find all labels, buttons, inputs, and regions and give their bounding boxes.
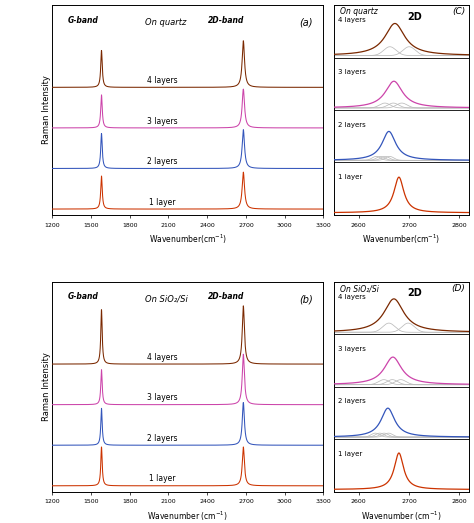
Text: 2 layers: 2 layers [146,157,177,166]
Text: 3 layers: 3 layers [146,117,177,126]
Text: 2D-band: 2D-band [208,16,244,25]
Text: 1 layer: 1 layer [149,474,175,483]
Text: 1 layer: 1 layer [149,198,175,207]
Text: 4 layers: 4 layers [337,17,365,23]
Text: 2D: 2D [408,12,422,21]
Text: 4 layers: 4 layers [146,353,177,362]
Text: (b): (b) [299,294,312,304]
Text: 4 layers: 4 layers [337,293,365,300]
Text: On quartz: On quartz [146,18,187,27]
Text: 3 layers: 3 layers [337,346,365,352]
Text: 2 layers: 2 layers [337,122,365,128]
Text: 3 layers: 3 layers [337,70,365,75]
Text: (D): (D) [451,284,465,293]
Text: On quartz: On quartz [340,7,378,16]
X-axis label: Wavenumber (cm$^{-1}$): Wavenumber (cm$^{-1}$) [361,510,442,523]
X-axis label: Wavenumber (cm$^{-1}$): Wavenumber (cm$^{-1}$) [147,510,228,523]
Text: 1 layer: 1 layer [337,451,362,457]
Y-axis label: Raman Intensity: Raman Intensity [42,353,51,421]
Y-axis label: Raman Intensity: Raman Intensity [42,76,51,144]
X-axis label: Wavenumber(cm$^{-1}$): Wavenumber(cm$^{-1}$) [149,233,227,246]
Text: G-band: G-band [68,16,99,25]
Text: (C): (C) [452,7,465,16]
Text: 2D: 2D [408,288,422,298]
Text: 2 layers: 2 layers [337,399,365,404]
Text: (a): (a) [299,18,312,28]
Text: On SiO₂/Si: On SiO₂/Si [145,294,188,303]
X-axis label: Wavenumber(cm$^{-1}$): Wavenumber(cm$^{-1}$) [362,233,441,246]
Text: 2D-band: 2D-band [208,292,244,301]
Text: G-band: G-band [68,292,99,301]
Text: 2 layers: 2 layers [146,434,177,443]
Text: 1 layer: 1 layer [337,174,362,180]
Text: 3 layers: 3 layers [146,393,177,402]
Text: 4 layers: 4 layers [146,76,177,85]
Text: On SiO₂/Si: On SiO₂/Si [340,284,379,293]
